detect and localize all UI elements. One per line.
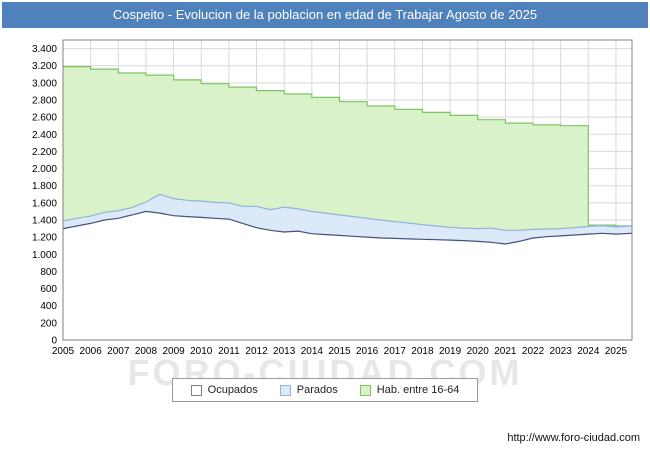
svg-text:1.600: 1.600 xyxy=(32,198,57,209)
legend-item-parados: Parados xyxy=(279,384,338,396)
y-axis-labels: 0 200 400 600 800 1.000 1.200 1.400 1.600 1.800 2.… xyxy=(32,44,57,346)
svg-text:2007: 2007 xyxy=(107,346,130,357)
svg-text:0: 0 xyxy=(51,336,57,347)
svg-text:600: 600 xyxy=(40,284,57,295)
svg-text:2009: 2009 xyxy=(162,346,185,357)
line-hab-16-64 xyxy=(63,66,632,227)
svg-text:2017: 2017 xyxy=(384,346,407,357)
svg-text:2006: 2006 xyxy=(80,346,103,357)
svg-text:1.400: 1.400 xyxy=(32,216,57,227)
plot-border xyxy=(62,39,633,341)
chart-legend: Ocupados Parados Hab. entre 16-64 xyxy=(171,378,479,402)
legend-swatch-parados xyxy=(279,384,291,396)
svg-text:2.000: 2.000 xyxy=(32,164,57,175)
svg-text:800: 800 xyxy=(40,267,57,278)
series xyxy=(62,66,633,340)
x-axis-labels: 2005 2006 2007 2008 2009 2010 2011 2012 2013 2014… xyxy=(52,346,628,357)
line-parados xyxy=(62,193,633,231)
svg-text:1.200: 1.200 xyxy=(32,233,57,244)
svg-text:1.000: 1.000 xyxy=(32,250,57,261)
svg-text:1.800: 1.800 xyxy=(32,181,57,192)
svg-text:2025: 2025 xyxy=(605,346,628,357)
svg-text:2.200: 2.200 xyxy=(32,147,57,158)
svg-text:2.800: 2.800 xyxy=(32,96,57,107)
svg-text:400: 400 xyxy=(40,301,57,312)
svg-text:2.600: 2.600 xyxy=(32,113,57,124)
legend-label-hab-16-64: Hab. entre 16-64 xyxy=(376,384,460,396)
svg-text:2015: 2015 xyxy=(328,346,351,357)
svg-text:2014: 2014 xyxy=(301,346,324,357)
svg-text:2.400: 2.400 xyxy=(32,130,57,141)
svg-text:2010: 2010 xyxy=(190,346,213,357)
svg-text:2012: 2012 xyxy=(245,346,268,357)
svg-text:200: 200 xyxy=(40,318,57,329)
footer-url-link[interactable]: http://www.foro-ciudad.com xyxy=(507,432,640,444)
area-ocupados xyxy=(63,211,632,340)
svg-text:2023: 2023 xyxy=(550,346,573,357)
svg-text:2019: 2019 xyxy=(439,346,462,357)
legend-swatch-ocupados xyxy=(190,384,202,396)
svg-text:3.000: 3.000 xyxy=(32,78,57,89)
svg-text:2013: 2013 xyxy=(273,346,296,357)
svg-text:2011: 2011 xyxy=(218,346,240,357)
population-chart: 0 200 400 600 800 1.000 1.200 1.400 1.600 1.800 2.… xyxy=(32,39,633,357)
legend-swatch-hab-16-64 xyxy=(359,384,371,396)
svg-text:2005: 2005 xyxy=(52,346,75,357)
svg-text:2020: 2020 xyxy=(467,346,490,357)
svg-text:3.400: 3.400 xyxy=(32,44,57,55)
legend-item-hab-16-64: Hab. entre 16-64 xyxy=(359,384,460,396)
svg-text:2024: 2024 xyxy=(577,346,600,357)
legend-label-parados: Parados xyxy=(296,384,338,396)
line-ocupados xyxy=(62,210,633,245)
svg-text:2021: 2021 xyxy=(494,346,517,357)
svg-text:2022: 2022 xyxy=(522,346,545,357)
svg-text:2018: 2018 xyxy=(411,346,434,357)
svg-text:2016: 2016 xyxy=(356,346,379,357)
page-title: Cospeito - Evolucion de la poblacion en … xyxy=(2,2,648,28)
legend-item-ocupados: Ocupados xyxy=(190,384,258,396)
svg-text:3.200: 3.200 xyxy=(32,61,57,72)
legend-label-ocupados: Ocupados xyxy=(207,384,258,396)
svg-text:2008: 2008 xyxy=(135,346,158,357)
